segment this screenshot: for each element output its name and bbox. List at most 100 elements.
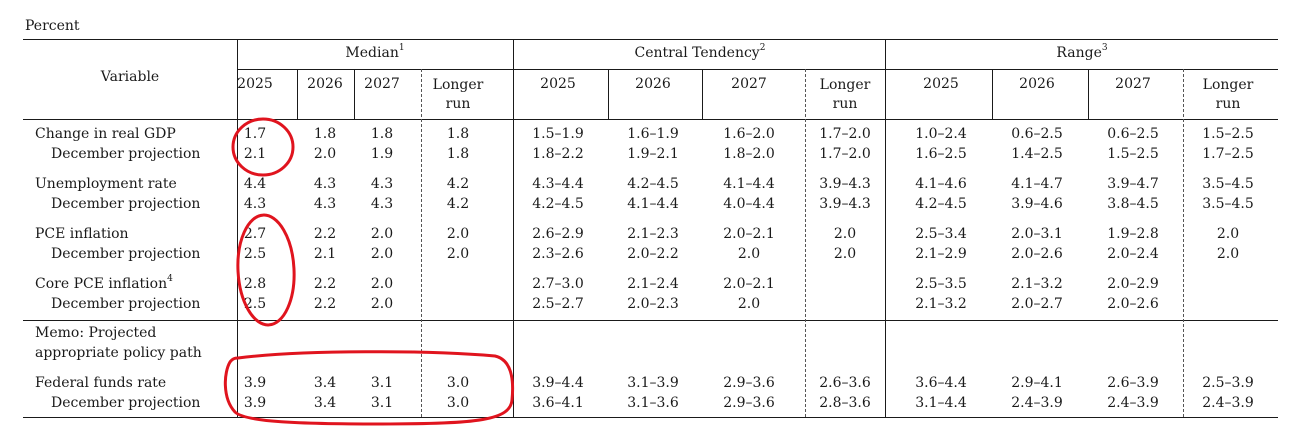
table-cell: 3.4 bbox=[313, 395, 337, 411]
table-cell: 2.0 bbox=[737, 296, 761, 312]
table-cell: 2.1 bbox=[243, 146, 267, 162]
row-label-text: December projection bbox=[51, 296, 201, 312]
table-cell: 4.2–4.5 bbox=[627, 176, 679, 192]
annotation-circle-inflation bbox=[236, 213, 296, 327]
table-cell: 3.1–4.4 bbox=[915, 395, 967, 411]
table-cell: 3.1 bbox=[370, 395, 394, 411]
variable-header: Variable bbox=[100, 69, 160, 85]
table-cell: 2.0 bbox=[833, 246, 857, 262]
row-label-text: Change in real GDP bbox=[35, 126, 176, 142]
table-cell: 4.2–4.5 bbox=[915, 196, 967, 212]
footnote-marker: 3 bbox=[1101, 43, 1108, 54]
table-cell: 1.7–2.0 bbox=[819, 126, 871, 142]
memo-line: appropriate policy path bbox=[35, 345, 202, 361]
row-label: December projection bbox=[51, 395, 200, 411]
longer-run-divider bbox=[1183, 69, 1184, 417]
year-header: 2025 bbox=[540, 76, 576, 92]
table-cell: 3.9 bbox=[243, 395, 267, 411]
table-cell: 4.2–4.5 bbox=[532, 196, 584, 212]
year-divider bbox=[608, 69, 609, 119]
table-cell: 0.6–2.5 bbox=[1011, 126, 1063, 142]
table-cell: 2.0 bbox=[313, 146, 337, 162]
rule-bottom bbox=[23, 417, 1278, 418]
year-header: 2026 bbox=[635, 76, 671, 92]
group-header: Median1 bbox=[345, 44, 404, 61]
table-cell: 1.8–2.2 bbox=[532, 146, 584, 162]
table-cell: 1.8 bbox=[446, 146, 470, 162]
table-cell: 2.0 bbox=[370, 296, 394, 312]
footnote-marker: 2 bbox=[759, 43, 766, 54]
year-header: 2025 bbox=[237, 76, 273, 92]
table-cell: 4.3 bbox=[313, 176, 337, 192]
row-label: Unemployment rate bbox=[35, 176, 177, 192]
row-label: December projection bbox=[51, 246, 200, 262]
row-label: Change in real GDP bbox=[35, 126, 176, 142]
longer-run-divider bbox=[421, 69, 422, 417]
table-cell: 1.6–2.0 bbox=[723, 126, 775, 142]
table-cell: 3.1–3.9 bbox=[627, 375, 679, 391]
table-cell: 2.0–2.7 bbox=[1011, 296, 1063, 312]
table-cell: 1.9 bbox=[370, 146, 394, 162]
row-label-text: Core PCE inflation bbox=[35, 276, 168, 292]
table-cell: 2.4–3.9 bbox=[1011, 395, 1063, 411]
table-cell: 4.4 bbox=[243, 176, 267, 192]
table-cell: 3.6–4.1 bbox=[532, 395, 584, 411]
table-cell: 3.4 bbox=[313, 375, 337, 391]
longer-run-divider bbox=[805, 69, 806, 417]
table-cell: 2.0 bbox=[446, 226, 470, 242]
table-cell: 2.1–2.4 bbox=[627, 276, 679, 292]
year-divider bbox=[297, 69, 298, 119]
table-cell: 2.0 bbox=[833, 226, 857, 242]
table-cell: 2.0–2.3 bbox=[627, 296, 679, 312]
year-header: Longer run bbox=[819, 77, 871, 112]
table-cell: 2.1–2.3 bbox=[627, 226, 679, 242]
table-cell: 2.1–2.9 bbox=[915, 246, 967, 262]
row-label: Federal funds rate bbox=[35, 375, 166, 391]
table-cell: 3.9–4.3 bbox=[819, 176, 871, 192]
footnote-marker: 4 bbox=[167, 274, 173, 285]
table-cell: 2.9–3.6 bbox=[723, 395, 775, 411]
table-cell: 3.9–4.6 bbox=[1011, 196, 1063, 212]
table-cell: 4.1–4.7 bbox=[1011, 176, 1063, 192]
table-cell: 4.3–4.4 bbox=[532, 176, 584, 192]
table-cell: 2.2 bbox=[313, 276, 337, 292]
table-cell: 3.8–4.5 bbox=[1107, 196, 1159, 212]
table-cell: 1.9–2.1 bbox=[627, 146, 679, 162]
table-cell: 3.0 bbox=[446, 375, 470, 391]
table-cell: 1.6–2.5 bbox=[915, 146, 967, 162]
table-cell: 2.0 bbox=[737, 246, 761, 262]
group-header-label: Range bbox=[1056, 45, 1102, 61]
table-cell: 2.0–2.1 bbox=[723, 276, 775, 292]
table-cell: 2.1–3.2 bbox=[915, 296, 967, 312]
table-cell: 2.5–3.9 bbox=[1202, 375, 1254, 391]
row-label: December projection bbox=[51, 146, 200, 162]
table-cell: 2.0–2.4 bbox=[1107, 246, 1159, 262]
table-cell: 2.8 bbox=[243, 276, 267, 292]
table-cell: 4.2 bbox=[446, 196, 470, 212]
table-cell: 3.5–4.5 bbox=[1202, 196, 1254, 212]
table-cell: 1.6–1.9 bbox=[627, 126, 679, 142]
table-cell: 2.0–2.2 bbox=[627, 246, 679, 262]
table-cell: 2.0–3.1 bbox=[1011, 226, 1063, 242]
table-cell: 0.6–2.5 bbox=[1107, 126, 1159, 142]
group-header: Range3 bbox=[1056, 43, 1108, 61]
table-cell: 1.4–2.5 bbox=[1011, 146, 1063, 162]
table-cell: 3.1 bbox=[370, 375, 394, 391]
table-cell: 1.7–2.5 bbox=[1202, 146, 1254, 162]
table-cell: 1.5–2.5 bbox=[1107, 146, 1159, 162]
table-cell: 2.1–3.2 bbox=[1011, 276, 1063, 292]
row-label-text: PCE inflation bbox=[35, 226, 129, 242]
table-cell: 2.0 bbox=[446, 246, 470, 262]
table-cell: 2.4–3.9 bbox=[1107, 395, 1159, 411]
table-cell: 2.3–2.6 bbox=[532, 246, 584, 262]
table-cell: 3.1–3.6 bbox=[627, 395, 679, 411]
table-cell: 2.0 bbox=[370, 226, 394, 242]
year-header: 2026 bbox=[307, 76, 343, 92]
rule-group-under bbox=[237, 69, 1278, 70]
year-header: 2027 bbox=[1115, 76, 1151, 92]
group-header-label: Median bbox=[345, 45, 399, 61]
table-cell: 2.9–3.6 bbox=[723, 375, 775, 391]
column-divider bbox=[237, 39, 238, 417]
group-header-label: Central Tendency bbox=[634, 45, 760, 61]
